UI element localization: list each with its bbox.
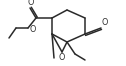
Text: O: O — [30, 24, 36, 34]
Text: O: O — [102, 18, 108, 27]
Text: O: O — [59, 53, 65, 62]
Text: O: O — [28, 0, 34, 7]
